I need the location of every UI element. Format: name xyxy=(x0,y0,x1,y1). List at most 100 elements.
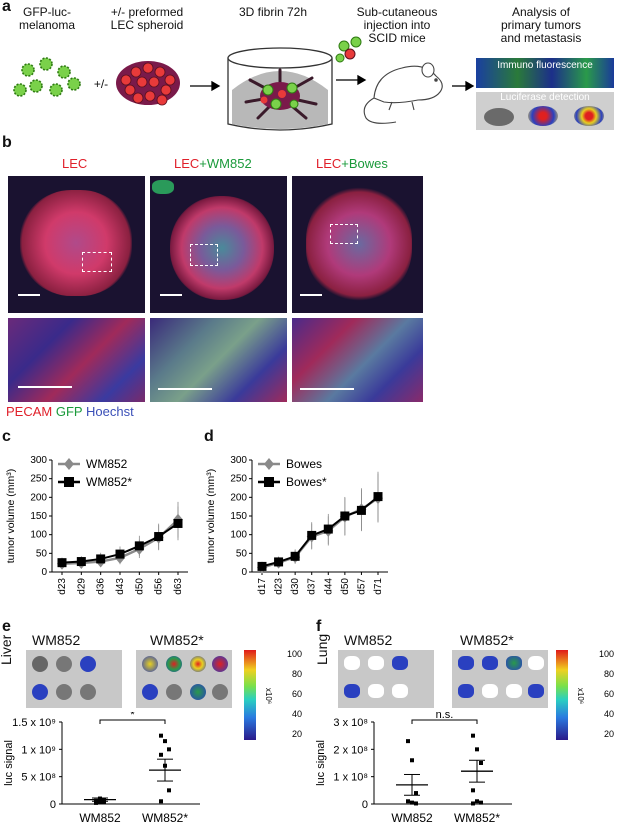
step-fibrin-label: 3D fibrin 72h xyxy=(238,5,308,19)
e-organ-images-2 xyxy=(136,650,232,708)
legend-label: WM852 xyxy=(86,457,128,471)
y-tick-label: 200 xyxy=(30,492,47,503)
data-point-WM852* xyxy=(115,549,125,559)
x-category-label: WM852 xyxy=(79,811,121,825)
luciferase-image: Luciferase detection xyxy=(476,92,614,130)
step-injection-label: Sub-cutaneous injection into SCID mice xyxy=(356,5,438,45)
data-point-WM852* xyxy=(173,518,183,528)
x-tick-label: d29 xyxy=(76,578,87,595)
y-tick-label: 0 xyxy=(41,567,47,578)
panel-a-schematic xyxy=(13,36,475,131)
y-tick-label: 0 xyxy=(50,799,56,811)
e-colorbar: 100 80 60 40 20 x10⁶ xyxy=(244,649,302,740)
mouse-icon xyxy=(363,62,443,124)
e-organ-images-1 xyxy=(26,650,122,708)
significance-label: * xyxy=(130,712,135,721)
colorbar-unit: x10⁶ xyxy=(264,688,273,704)
legend-marker xyxy=(64,458,74,470)
y-tick-label: 300 xyxy=(30,455,47,466)
x-tick-label: d23 xyxy=(57,578,68,595)
y-tick-label: 1.5 x 10⁹ xyxy=(12,717,56,729)
y-tick-label: 1 x 10⁸ xyxy=(333,772,368,784)
f-group1-title: WM852 xyxy=(344,632,393,648)
colorbar-tick-label: 80 xyxy=(604,669,614,679)
legend-label: WM852* xyxy=(86,475,132,489)
y-tick-label: 3 x 10⁸ xyxy=(333,717,368,729)
x-tick-label: d23 xyxy=(274,578,285,595)
panel-label-c: c xyxy=(2,428,11,445)
colorbar-unit: x10⁶ xyxy=(576,688,585,704)
y-axis-label: tumor volume (mm³) xyxy=(205,469,217,564)
data-point-WM852* xyxy=(96,554,106,564)
x-tick-label: d36 xyxy=(96,578,107,595)
plusminus-label: +/- xyxy=(93,77,109,91)
col-wm852-title: LEC+WM852 xyxy=(174,156,252,171)
x-tick-label: d56 xyxy=(154,578,165,595)
data-point xyxy=(167,747,171,752)
panel-label-b: b xyxy=(2,134,12,151)
y-tick-label: 100 xyxy=(230,530,247,541)
data-point xyxy=(479,800,483,805)
panel-label-d: d xyxy=(204,428,214,445)
data-point xyxy=(475,747,479,752)
e-organ-label: Liver xyxy=(0,634,14,665)
x-tick-label: d57 xyxy=(356,578,367,595)
data-point-Bowes* xyxy=(373,492,383,502)
y-tick-label: 150 xyxy=(30,511,47,522)
x-tick-label: d50 xyxy=(340,578,351,595)
significance-label: n.s. xyxy=(436,712,454,721)
y-axis-label: luc signal xyxy=(315,740,327,786)
micrograph-lec xyxy=(8,176,145,313)
legend-marker xyxy=(264,477,274,487)
significance-bracket xyxy=(99,719,166,724)
luciferase-label: Luciferase detection xyxy=(500,92,590,103)
data-point-Bowes* xyxy=(274,557,284,567)
colorbar-tick-label: 60 xyxy=(292,689,302,699)
fibrin-dome-icon xyxy=(227,47,333,131)
f-organ-images-1 xyxy=(338,650,434,708)
colorbar-tick-label: 40 xyxy=(604,709,614,719)
legend-marker xyxy=(64,477,74,487)
colorbar-tick-label: 20 xyxy=(604,729,614,739)
x-tick-label: d71 xyxy=(373,578,384,595)
x-tick-label: d43 xyxy=(115,578,126,595)
legend-label: Bowes xyxy=(286,457,322,471)
colorbar-tick-label: 100 xyxy=(599,649,614,659)
e-group2-title: WM852* xyxy=(150,632,204,648)
y-tick-label: 1 x 10⁹ xyxy=(21,744,56,756)
data-point-Bowes* xyxy=(307,530,317,540)
colorbar-rect xyxy=(244,650,256,740)
y-axis-label: luc signal xyxy=(3,740,15,786)
f-organ-label: Lung xyxy=(314,633,330,665)
x-category-label: WM852* xyxy=(454,811,500,825)
data-point xyxy=(159,752,163,757)
data-point xyxy=(406,739,410,744)
zoom-micrograph-lec xyxy=(8,318,145,402)
colorbar-tick-label: 40 xyxy=(292,709,302,719)
y-tick-label: 150 xyxy=(230,511,247,522)
lec-spheroid-icon xyxy=(116,61,180,106)
data-point xyxy=(471,788,475,793)
x-tick-label: d17 xyxy=(257,578,268,595)
step-lec-spheroid-label: +/- preformed LEC spheroid xyxy=(110,5,184,32)
data-point-WM852* xyxy=(76,557,86,567)
chart-c-tumor-volume: 0 50 100 150 200 250 300 d23 d29 d36 d43 d50 d56 d63 t… xyxy=(5,455,188,595)
data-point-Bowes* xyxy=(356,505,366,515)
zoom-micrograph-lec-bowes xyxy=(292,318,423,402)
step-analysis-label: Analysis of primary tumors and metastasi… xyxy=(500,5,582,45)
step-melanoma-label: GFP-luc- melanoma xyxy=(18,5,76,32)
data-point xyxy=(410,758,414,763)
data-point-Bowes* xyxy=(290,551,300,561)
data-point xyxy=(94,798,98,803)
immunofluorescence-image: Immuno fluorescence xyxy=(476,58,614,88)
data-point-WM852* xyxy=(57,558,67,568)
x-tick-label: d30 xyxy=(290,578,301,595)
x-category-label: WM852 xyxy=(391,811,433,825)
y-tick-label: 250 xyxy=(230,474,247,485)
mixed-cells-icon xyxy=(335,36,362,63)
y-tick-label: 300 xyxy=(230,455,247,466)
f-colorbar: 100 80 60 40 20 x10⁶ xyxy=(556,649,614,740)
data-point xyxy=(475,799,479,804)
data-point-WM852* xyxy=(134,541,144,551)
col-bowes-title: LEC+Bowes xyxy=(316,156,388,171)
